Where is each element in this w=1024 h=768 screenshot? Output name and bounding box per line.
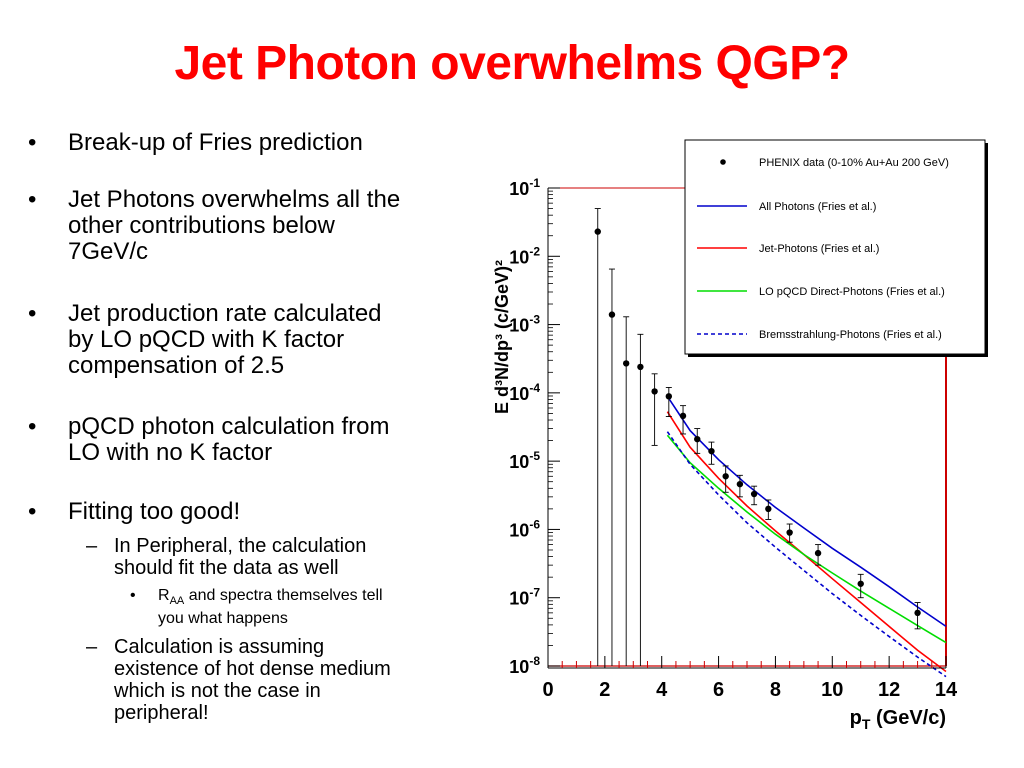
dash-marker: – xyxy=(86,535,98,557)
raa-subscript: AA xyxy=(169,595,185,608)
y-tick-label: 10-5 xyxy=(509,449,540,472)
raa-text-line2: you what happens xyxy=(158,610,288,628)
data-point xyxy=(637,363,644,371)
raa-symbol: R xyxy=(158,587,170,604)
y-tick-label: 10-8 xyxy=(509,654,540,677)
dash-marker: – xyxy=(86,636,98,658)
y-tick-label: 10-2 xyxy=(509,244,540,267)
data-point xyxy=(651,388,658,395)
spectrum-chart: 0 2 4 6 8 10 12 14 10-1 10-2 10-3 10-4 10-5 10-6 10-7 1… xyxy=(492,139,988,730)
data-point xyxy=(665,393,673,400)
x-tick-label: 0 xyxy=(542,679,553,701)
bullet-marker: • xyxy=(28,186,37,213)
x-tick-label: 8 xyxy=(770,679,781,701)
data-point xyxy=(694,435,701,443)
sub-sub-bullet-text: RAA and spectra themselves tell you what … xyxy=(158,587,470,627)
data-point xyxy=(594,228,601,235)
y-tick-label: 10-6 xyxy=(509,517,540,540)
bullet-marker: • xyxy=(28,129,37,156)
x-axis-label: pT (GeV/c) xyxy=(850,707,946,730)
sub-bullet-text: Calculation is assuming existence of hot… xyxy=(114,636,391,724)
data-point xyxy=(722,473,729,480)
y-tick-label: 10-4 xyxy=(509,381,540,404)
legend-label: LO pQCD Direct-Photons (Fries et al.) xyxy=(759,286,945,298)
bullet-text: Fitting too good! xyxy=(68,498,241,525)
y-tick-label: 10-3 xyxy=(509,313,540,336)
x-tick-label: 4 xyxy=(656,679,668,701)
slide-title: Jet Photon overwhelms QGP? xyxy=(174,37,850,90)
series-line xyxy=(666,434,947,644)
data-point xyxy=(679,412,687,420)
bullet-text: Jet production rate calculated by LO pQC… xyxy=(68,300,382,379)
data-point xyxy=(857,580,864,587)
bullet-text: Break-up of Fries prediction xyxy=(68,129,363,156)
y-axis-label: E d³N/dp³ (c/GeV)² xyxy=(492,260,512,414)
bullet-marker: • xyxy=(28,300,37,327)
bullet-list: • Break-up of Fries prediction • Jet Pho… xyxy=(0,125,470,765)
data-point xyxy=(608,311,616,318)
x-tick-label: 10 xyxy=(821,679,843,701)
series-line xyxy=(666,431,947,678)
legend-label: Bremsstrahlung-Photons (Fries et al.) xyxy=(759,329,942,341)
legend-label: Jet-Photons (Fries et al.) xyxy=(759,243,879,255)
sub-bullet-text: In Peripheral, the calculation should fi… xyxy=(114,535,367,579)
legend-data-marker xyxy=(720,159,726,165)
x-tick-label: 2 xyxy=(599,679,610,701)
y-tick-label: 10-7 xyxy=(509,586,540,609)
legend-box xyxy=(684,139,986,355)
bullet-marker: • xyxy=(130,587,136,604)
bullet-text: Jet Photons overwhelms all the other con… xyxy=(68,186,401,265)
data-point xyxy=(814,549,822,557)
data-point xyxy=(786,529,793,536)
legend-label: All Photons (Fries et al.) xyxy=(759,201,876,213)
data-point xyxy=(914,609,921,617)
raa-text: and spectra themselves tell xyxy=(184,587,383,604)
series-line xyxy=(666,395,947,628)
x-tick-label: 6 xyxy=(713,679,724,701)
x-tick-label: 14 xyxy=(935,679,958,701)
legend-label: PHENIX data (0-10% Au+Au 200 GeV) xyxy=(759,157,949,169)
y-tick-label: 10-1 xyxy=(509,176,540,199)
x-tick-label: 12 xyxy=(878,679,900,701)
data-point xyxy=(750,490,758,498)
bullet-marker: • xyxy=(28,413,37,440)
data-point xyxy=(765,505,772,513)
data-point xyxy=(622,360,630,367)
bullet-marker: • xyxy=(28,498,37,525)
bullet-text: pQCD photon calculation from LO with no … xyxy=(68,413,390,466)
data-point xyxy=(708,447,715,455)
data-point xyxy=(736,480,744,488)
